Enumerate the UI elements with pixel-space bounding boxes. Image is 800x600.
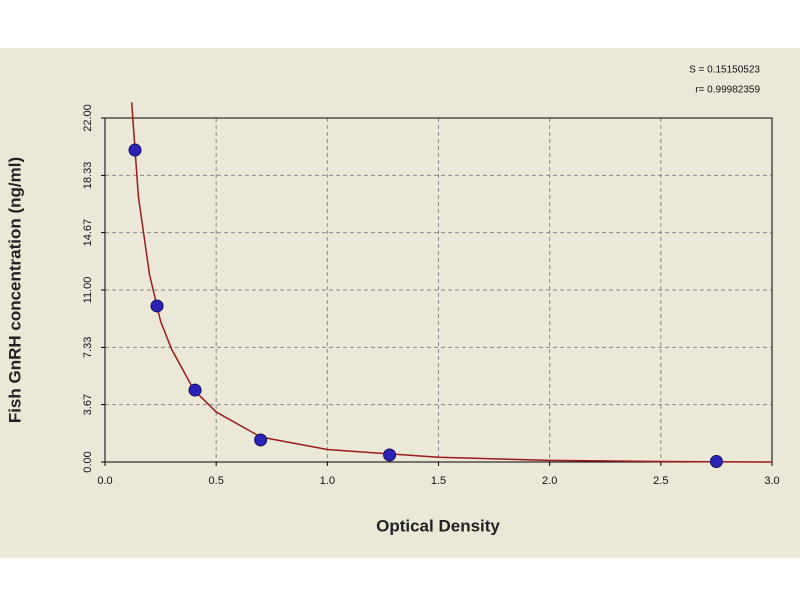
x-axis-title: Optical Density — [376, 516, 500, 535]
x-tick-label: 2.5 — [653, 475, 668, 487]
background — [0, 48, 800, 558]
data-point — [150, 299, 164, 313]
y-tick-label: 22.00 — [82, 104, 94, 132]
x-tick-label: 1.5 — [431, 475, 446, 487]
x-tick-label: 3.0 — [764, 475, 779, 487]
data-point — [709, 455, 723, 469]
x-tick-label: 0.0 — [97, 475, 112, 487]
y-tick-label: 3.67 — [82, 394, 94, 415]
fit-curve — [130, 102, 773, 463]
y-tick-label: 14.67 — [82, 219, 94, 247]
y-tick-label: 18.33 — [82, 162, 94, 190]
data-point — [383, 448, 397, 462]
data-point — [254, 433, 268, 447]
data-point — [188, 383, 202, 397]
plot-frame — [104, 117, 773, 463]
annotation: S = 0.15150523 — [689, 65, 760, 76]
y-tick-label: 7.33 — [82, 337, 94, 358]
y-axis-title: Fish GnRH concentration (ng/ml) — [5, 157, 24, 423]
x-tick-label: 1.0 — [320, 475, 335, 487]
x-tick-label: 0.5 — [209, 475, 224, 487]
data-point — [128, 143, 142, 157]
y-tick-label: 0.00 — [82, 451, 94, 472]
y-tick-label: 11.00 — [82, 277, 94, 304]
x-tick-label: 2.0 — [542, 475, 557, 487]
annotation: r= 0.99982359 — [695, 85, 760, 96]
